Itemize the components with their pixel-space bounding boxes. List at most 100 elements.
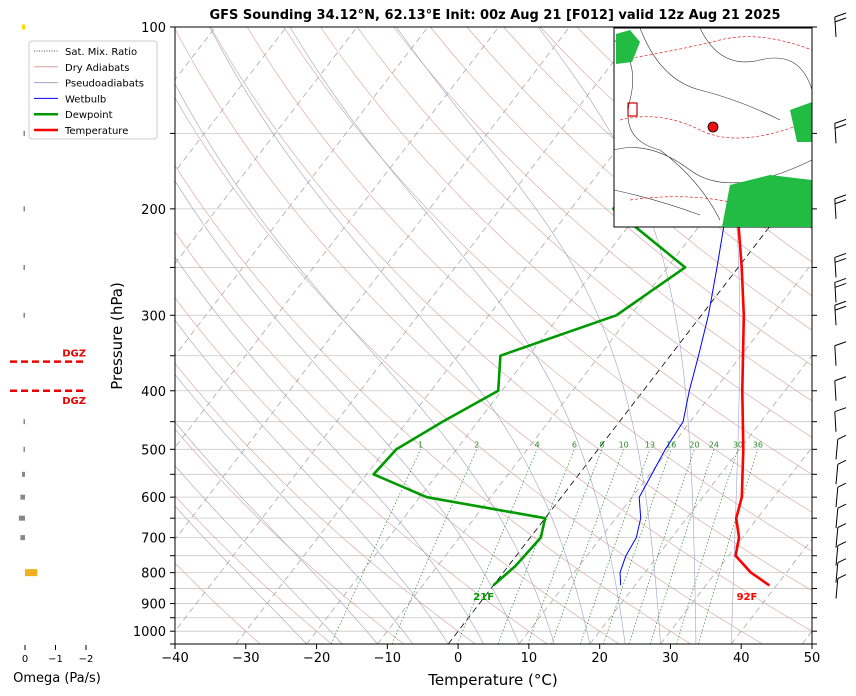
pseudoadiabat-line: [175, 465, 343, 644]
wind-barb-flag: [834, 341, 847, 347]
mixing-ratio-line: [698, 449, 759, 644]
x-axis-label: Temperature (°C): [427, 671, 557, 689]
wind-barb-flag: [837, 434, 847, 440]
omega-bar: [25, 569, 38, 577]
pseudoadiabat-line: [175, 256, 484, 644]
dry-adiabat-line: [175, 231, 620, 644]
x-tick-label: 50: [804, 651, 821, 666]
y-axis-label: Pressure (hPa): [108, 282, 126, 390]
x-tick-label: −40: [161, 651, 188, 666]
wind-barb: [835, 482, 847, 508]
wind-barb: [834, 407, 847, 432]
mixing-ratio-line: [628, 449, 695, 644]
dry-adiabat-line: [503, 27, 812, 297]
omega-tick-label: −1: [48, 654, 63, 665]
mixing-ratio-line: [497, 449, 575, 644]
y-tick-label: 100: [141, 21, 166, 36]
wind-barb-flag: [837, 459, 847, 465]
mixing-ratio-line: [579, 449, 651, 644]
wind-barb: [835, 434, 847, 460]
omega-bar: [20, 494, 25, 500]
wind-barb-flag: [837, 574, 847, 580]
dgz-label: DGZ: [62, 396, 86, 407]
wind-barb: [835, 541, 847, 566]
pseudoadiabat-line: [175, 421, 378, 644]
omega-bar: [23, 130, 25, 136]
wind-barb: [834, 376, 847, 401]
x-tick-label: 20: [591, 651, 608, 666]
wind-barb-staff: [835, 439, 839, 460]
mixing-ratio-label: 6: [572, 440, 577, 449]
omega-panel: DGZ DGZ 0 −1 −2 Omega (Pa/s): [10, 24, 101, 686]
wind-barb-staff: [834, 257, 837, 278]
wind-barb-staff: [834, 380, 837, 401]
mixing-ratio-label: 4: [535, 440, 540, 449]
wind-barb: [834, 252, 847, 278]
wind-barb-flag: [837, 523, 847, 529]
dry-adiabat-line: [175, 164, 691, 644]
y-tick-label: 200: [141, 203, 166, 218]
dry-adiabat-line: [356, 27, 812, 438]
wind-barb-flag: [834, 376, 847, 382]
pseudoadiabat-line: [695, 27, 741, 644]
mixing-ratio-line: [330, 449, 421, 644]
legend-box: [28, 40, 158, 140]
y-axis-ticks: 100 200 300 400 500 600 700 800 900 1000: [133, 21, 817, 645]
omega-bar: [23, 264, 25, 270]
omega-bar: [20, 535, 25, 541]
y-tick-label: 800: [141, 567, 166, 582]
y-tick-label: 1000: [133, 625, 166, 640]
dry-adiabat-line: [175, 562, 261, 644]
series-line-wetbulb: [619, 133, 747, 586]
wind-barb-flag: [834, 199, 847, 205]
wind-barb-staff: [835, 545, 839, 566]
wind-barb: [834, 12, 847, 38]
wind-barb-staff: [834, 16, 837, 38]
x-tick-label: 10: [521, 651, 538, 666]
mixing-ratio-line: [649, 449, 715, 644]
wind-barb-flag: [834, 118, 847, 124]
isotherm-line: [175, 27, 570, 540]
pseudoadiabat-line: [209, 27, 591, 644]
y-tick-label: 700: [141, 532, 166, 547]
wind-barb-staff: [834, 411, 837, 432]
mixing-ratio-label: 16: [666, 440, 676, 449]
wind-barb-staff: [834, 123, 837, 144]
wind-barb-staff: [834, 198, 837, 219]
wind-barb-staff: [834, 345, 837, 366]
wind-barb-flag: [834, 305, 847, 311]
wind-barbs: [834, 12, 847, 599]
mixing-ratio-label: 10: [619, 440, 629, 449]
wind-barb-flag: [834, 257, 847, 263]
surface-labels: 92F 21F: [473, 592, 757, 603]
dry-adiabat-line: [283, 27, 812, 513]
omega-tick-label: 0: [22, 654, 28, 665]
omega-bar: [23, 206, 25, 212]
dry-adiabat-line: [210, 27, 812, 591]
wind-barb: [834, 194, 847, 219]
dry-adiabat-line: [466, 27, 812, 331]
mixing-ratio-labels: 1 2 4 6 8 10 13 16 20 24 30 36: [418, 440, 763, 449]
y-tick-label: 300: [141, 309, 166, 324]
mixing-ratio-line: [551, 449, 625, 644]
mixing-ratio-label: 1: [418, 440, 423, 449]
wind-barb-flag: [837, 541, 847, 547]
omega-bar: [23, 419, 25, 425]
pseudoadiabat-line: [537, 27, 697, 644]
legend-label: Pseudoadiabats: [65, 79, 144, 90]
x-tick-label: −30: [232, 651, 259, 666]
wind-barb-flag: [834, 407, 847, 413]
wind-barb: [834, 300, 847, 326]
omega-tick-label: −2: [79, 654, 94, 665]
pseudoadiabat-line: [175, 373, 414, 644]
mixing-ratio-label: 30: [733, 440, 743, 449]
mixing-ratio-label: 36: [753, 440, 763, 449]
wind-barb-flag: [834, 12, 847, 18]
wind-barb-staff: [835, 464, 839, 485]
wind-barb: [835, 523, 847, 548]
omega-bar: [23, 312, 25, 318]
surface-label: 92F: [737, 592, 758, 603]
y-tick-label: 400: [141, 385, 166, 400]
mixing-ratio-line: [457, 449, 538, 644]
pseudoadiabat-line: [175, 83, 555, 644]
